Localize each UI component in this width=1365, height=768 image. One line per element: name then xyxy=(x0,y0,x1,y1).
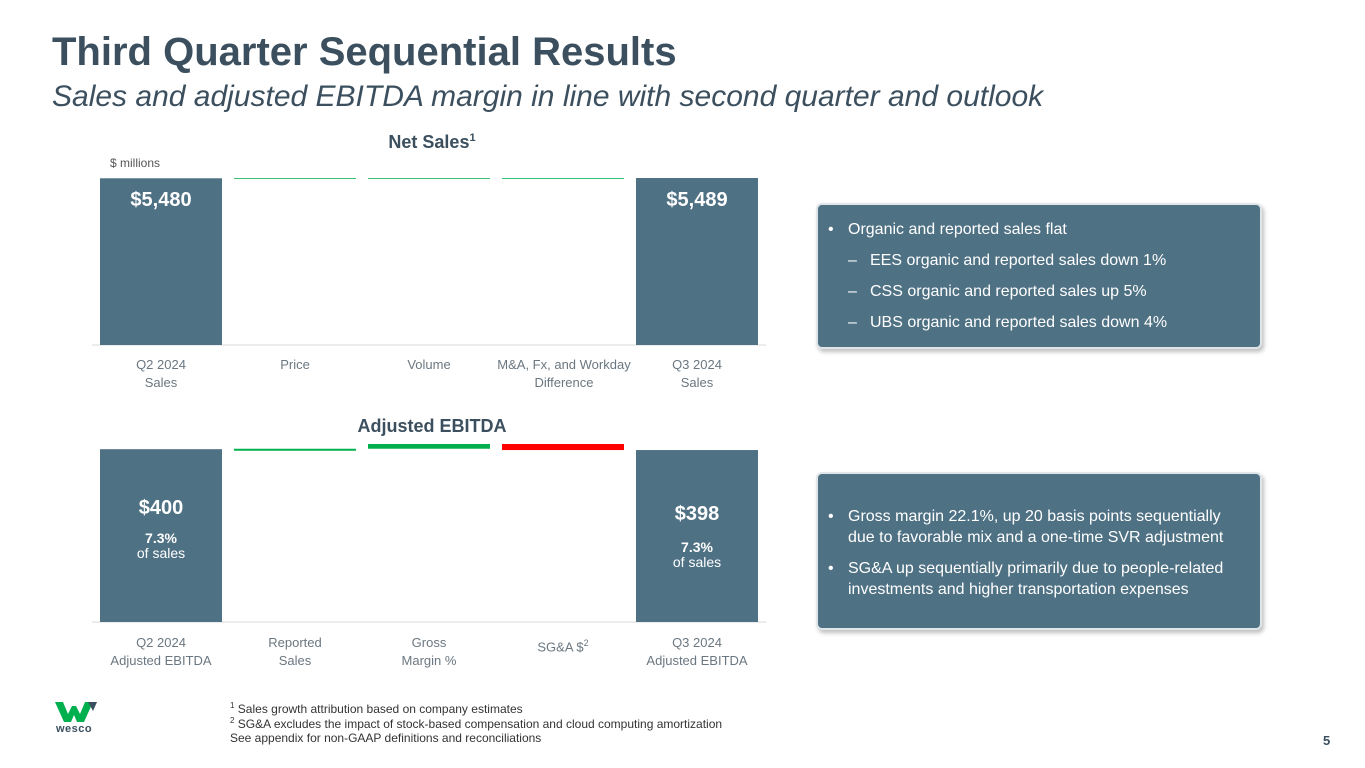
sales-xlabel-ma: M&A, Fx, and Workday Difference xyxy=(493,356,635,392)
ebitda-callout-bullet-1: Gross margin 22.1%, up 20 basis points s… xyxy=(828,506,1244,548)
logo-text: wesco xyxy=(56,723,93,735)
page-number: 5 xyxy=(1323,733,1331,748)
wesco-logo-icon xyxy=(55,702,97,722)
net-sales-title-sup: 1 xyxy=(469,132,476,144)
sales-xlabel-q3-line2: Sales xyxy=(680,375,714,390)
ebitda-bar-1 xyxy=(234,448,356,451)
ebitda-chart-title: Adjusted EBITDA xyxy=(357,416,507,436)
ebitda-xlabel-gross-line1: Gross xyxy=(411,635,447,650)
page-title: Third Quarter Sequential Results xyxy=(52,30,677,74)
ebitda-xlabel-sga-sup: 2 xyxy=(583,638,589,648)
sales-xlabel-volume: Volume xyxy=(359,356,499,374)
footnote-1-text: Sales growth attribution based on compan… xyxy=(237,702,523,716)
ebitda-xlabel-q3: Q3 2024 Adjusted EBITDA xyxy=(627,634,767,670)
sales-callout: Organic and reported sales flat EES orga… xyxy=(816,203,1262,349)
ebitda-xlabel-q3-line2: Adjusted EBITDA xyxy=(646,653,748,668)
sales-xlabel-q2-line1: Q2 2024 xyxy=(136,357,186,372)
sales-xlabel-price-line1: Price xyxy=(280,357,310,372)
footnote-3: See appendix for non-GAAP definitions an… xyxy=(230,731,542,745)
sales-xlabel-q3-line1: Q3 2024 xyxy=(672,357,722,372)
net-sales-chart-title: Net Sales1 xyxy=(372,132,492,153)
ebitda-xlabel-sales-line2: Sales xyxy=(278,653,312,668)
ebitda-xlabel-sga: SG&A $2 xyxy=(493,634,633,656)
sales-xlabel-q2-line2: Sales xyxy=(144,375,178,390)
net-sales-bar-4 xyxy=(636,178,758,345)
sales-callout-bullet: Organic and reported sales flat xyxy=(828,219,1244,240)
ebitda-bar-4 xyxy=(636,450,758,622)
ebitda-xlabel-q2-line1: Q2 2024 xyxy=(136,635,186,650)
ebitda-xlabel-sales: Reported Sales xyxy=(225,634,365,670)
q3-ebitda-margin-label: of sales xyxy=(672,554,722,570)
q2-ebitda-value: $400 xyxy=(138,497,184,519)
page-subtitle: Sales and adjusted EBITDA margin in line… xyxy=(52,80,1044,113)
q2-ebitda-margin: 7.3% xyxy=(145,530,177,546)
ebitda-bar-0 xyxy=(100,449,222,622)
ebitda-xlabel-q2: Q2 2024 Adjusted EBITDA xyxy=(91,634,231,670)
ebitda-xlabel-gross: Gross Margin % xyxy=(359,634,499,670)
net-sales-title-text: Net Sales xyxy=(388,132,470,152)
q3-ebitda-value: $398 xyxy=(674,503,720,525)
sales-callout-sub-1: EES organic and reported sales down 1% xyxy=(848,250,1244,271)
q2-ebitda-margin-label: of sales xyxy=(136,545,186,561)
ebitda-xlabel-sales-line1: Reported xyxy=(268,635,322,650)
footnote-2-text: SG&A excludes the impact of stock-based … xyxy=(237,717,723,731)
net-sales-bar-0 xyxy=(100,178,222,345)
sales-xlabel-q2: Q2 2024 Sales xyxy=(91,356,231,392)
q2-sales-value: $5,480 xyxy=(130,189,192,211)
ebitda-bar-2 xyxy=(368,444,490,449)
sales-xlabel-ma-line1: M&A, Fx, and Workday xyxy=(497,357,631,372)
ebitda-bar-3 xyxy=(502,444,624,451)
ebitda-xlabel-sga-line1: SG&A $ xyxy=(537,639,584,655)
sales-xlabel-price: Price xyxy=(225,356,365,374)
sales-xlabel-q3: Q3 2024 Sales xyxy=(627,356,767,392)
net-sales-bar-1 xyxy=(234,178,356,180)
sales-xlabel-volume-line1: Volume xyxy=(407,357,451,372)
ebitda-callout-bullet-2: SG&A up sequentially primarily due to pe… xyxy=(828,558,1244,600)
ebitda-xlabel-q2-line2: Adjusted EBITDA xyxy=(110,653,212,668)
footnote-1: 1 Sales growth attribution based on comp… xyxy=(230,701,523,716)
units-label: $ millions xyxy=(110,156,161,170)
net-sales-bar-3 xyxy=(502,178,624,179)
ebitda-xlabel-q3-line1: Q3 2024 xyxy=(672,635,722,650)
net-sales-bar-2 xyxy=(368,178,490,180)
q3-ebitda-margin: 7.3% xyxy=(681,539,713,555)
q3-sales-value: $5,489 xyxy=(666,189,728,211)
sales-callout-sub-2: CSS organic and reported sales up 5% xyxy=(848,281,1244,302)
footnote-1-sup: 1 xyxy=(230,701,235,710)
sales-callout-sub-3: UBS organic and reported sales down 4% xyxy=(848,312,1244,333)
ebitda-callout: Gross margin 22.1%, up 20 basis points s… xyxy=(816,472,1262,630)
sales-xlabel-ma-line2: Difference xyxy=(534,375,594,390)
footnote-2: 2 SG&A excludes the impact of stock-base… xyxy=(230,716,722,731)
ebitda-xlabel-gross-line2: Margin % xyxy=(401,653,457,668)
footnote-2-sup: 2 xyxy=(230,716,235,725)
